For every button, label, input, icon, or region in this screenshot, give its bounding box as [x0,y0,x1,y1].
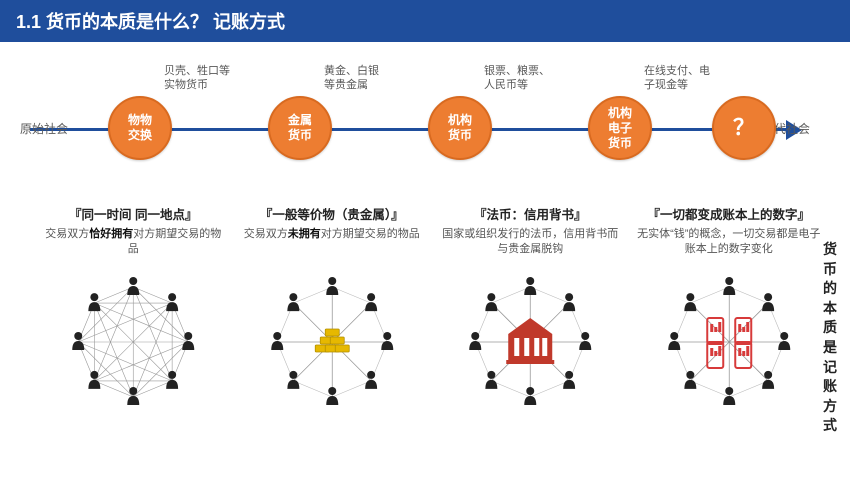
timeline-node-3: 机构 电子 货币 [588,96,652,160]
timeline-caption-1: 黄金、白银 等贵金属 [324,64,434,93]
network-diagram-3 [636,267,823,422]
network-diagram-2 [437,267,624,422]
timeline-caption-3: 在线支付、电 子现金等 [644,64,754,93]
timeline-node-1: 金属 货币 [268,96,332,160]
column-desc-2: 国家或组织发行的法币，信用背书而与贵金属脱钩 [437,227,624,259]
column-title-0: 『同一时间 同一地点』 [40,204,227,223]
column-desc-3: 无实体“钱”的概念，一切交易都是电子账本上的数字变化 [636,227,823,259]
column-3: 『一切都变成账本上的数字』无实体“钱”的概念，一切交易都是电子账本上的数字变化 [636,204,823,422]
network-diagram-1 [239,267,426,422]
timeline-caption-2: 银票、粮票、 人民币等 [484,64,594,93]
vertical-summary: 货币的本质是记账方式 [822,240,838,436]
slide-title: 1.1 货币的本质是什么？ 记账方式 [0,0,850,42]
timeline-node-4: ？ [712,96,776,160]
column-1: 『一般等价物（贵金属）』交易双方未拥有对方期望交易的物品 [239,204,426,422]
timeline-node-0: 物物 交换 [108,96,172,160]
timeline-node-2: 机构 货币 [428,96,492,160]
timeline-caption-0: 贝壳、牲口等 实物货币 [164,64,274,93]
column-desc-0: 交易双方恰好拥有对方期望交易的物品 [40,227,227,259]
column-0: 『同一时间 同一地点』交易双方恰好拥有对方期望交易的物品 [40,204,227,422]
column-desc-1: 交易双方未拥有对方期望交易的物品 [239,227,426,259]
era-label-start: 原始社会 [20,120,68,137]
timeline: 原始社会 现代社会 物物 交换贝壳、牲口等 实物货币金属 货币黄金、白银 等贵金… [0,58,850,198]
column-title-3: 『一切都变成账本上的数字』 [636,204,823,223]
network-diagram-0 [40,267,227,422]
detail-columns: 『同一时间 同一地点』交易双方恰好拥有对方期望交易的物品 『一般等价物（贵金属）… [0,204,850,422]
column-2: 『法币：信用背书』国家或组织发行的法币，信用背书而与贵金属脱钩 [437,204,624,422]
column-title-1: 『一般等价物（贵金属）』 [239,204,426,223]
column-title-2: 『法币：信用背书』 [437,204,624,223]
